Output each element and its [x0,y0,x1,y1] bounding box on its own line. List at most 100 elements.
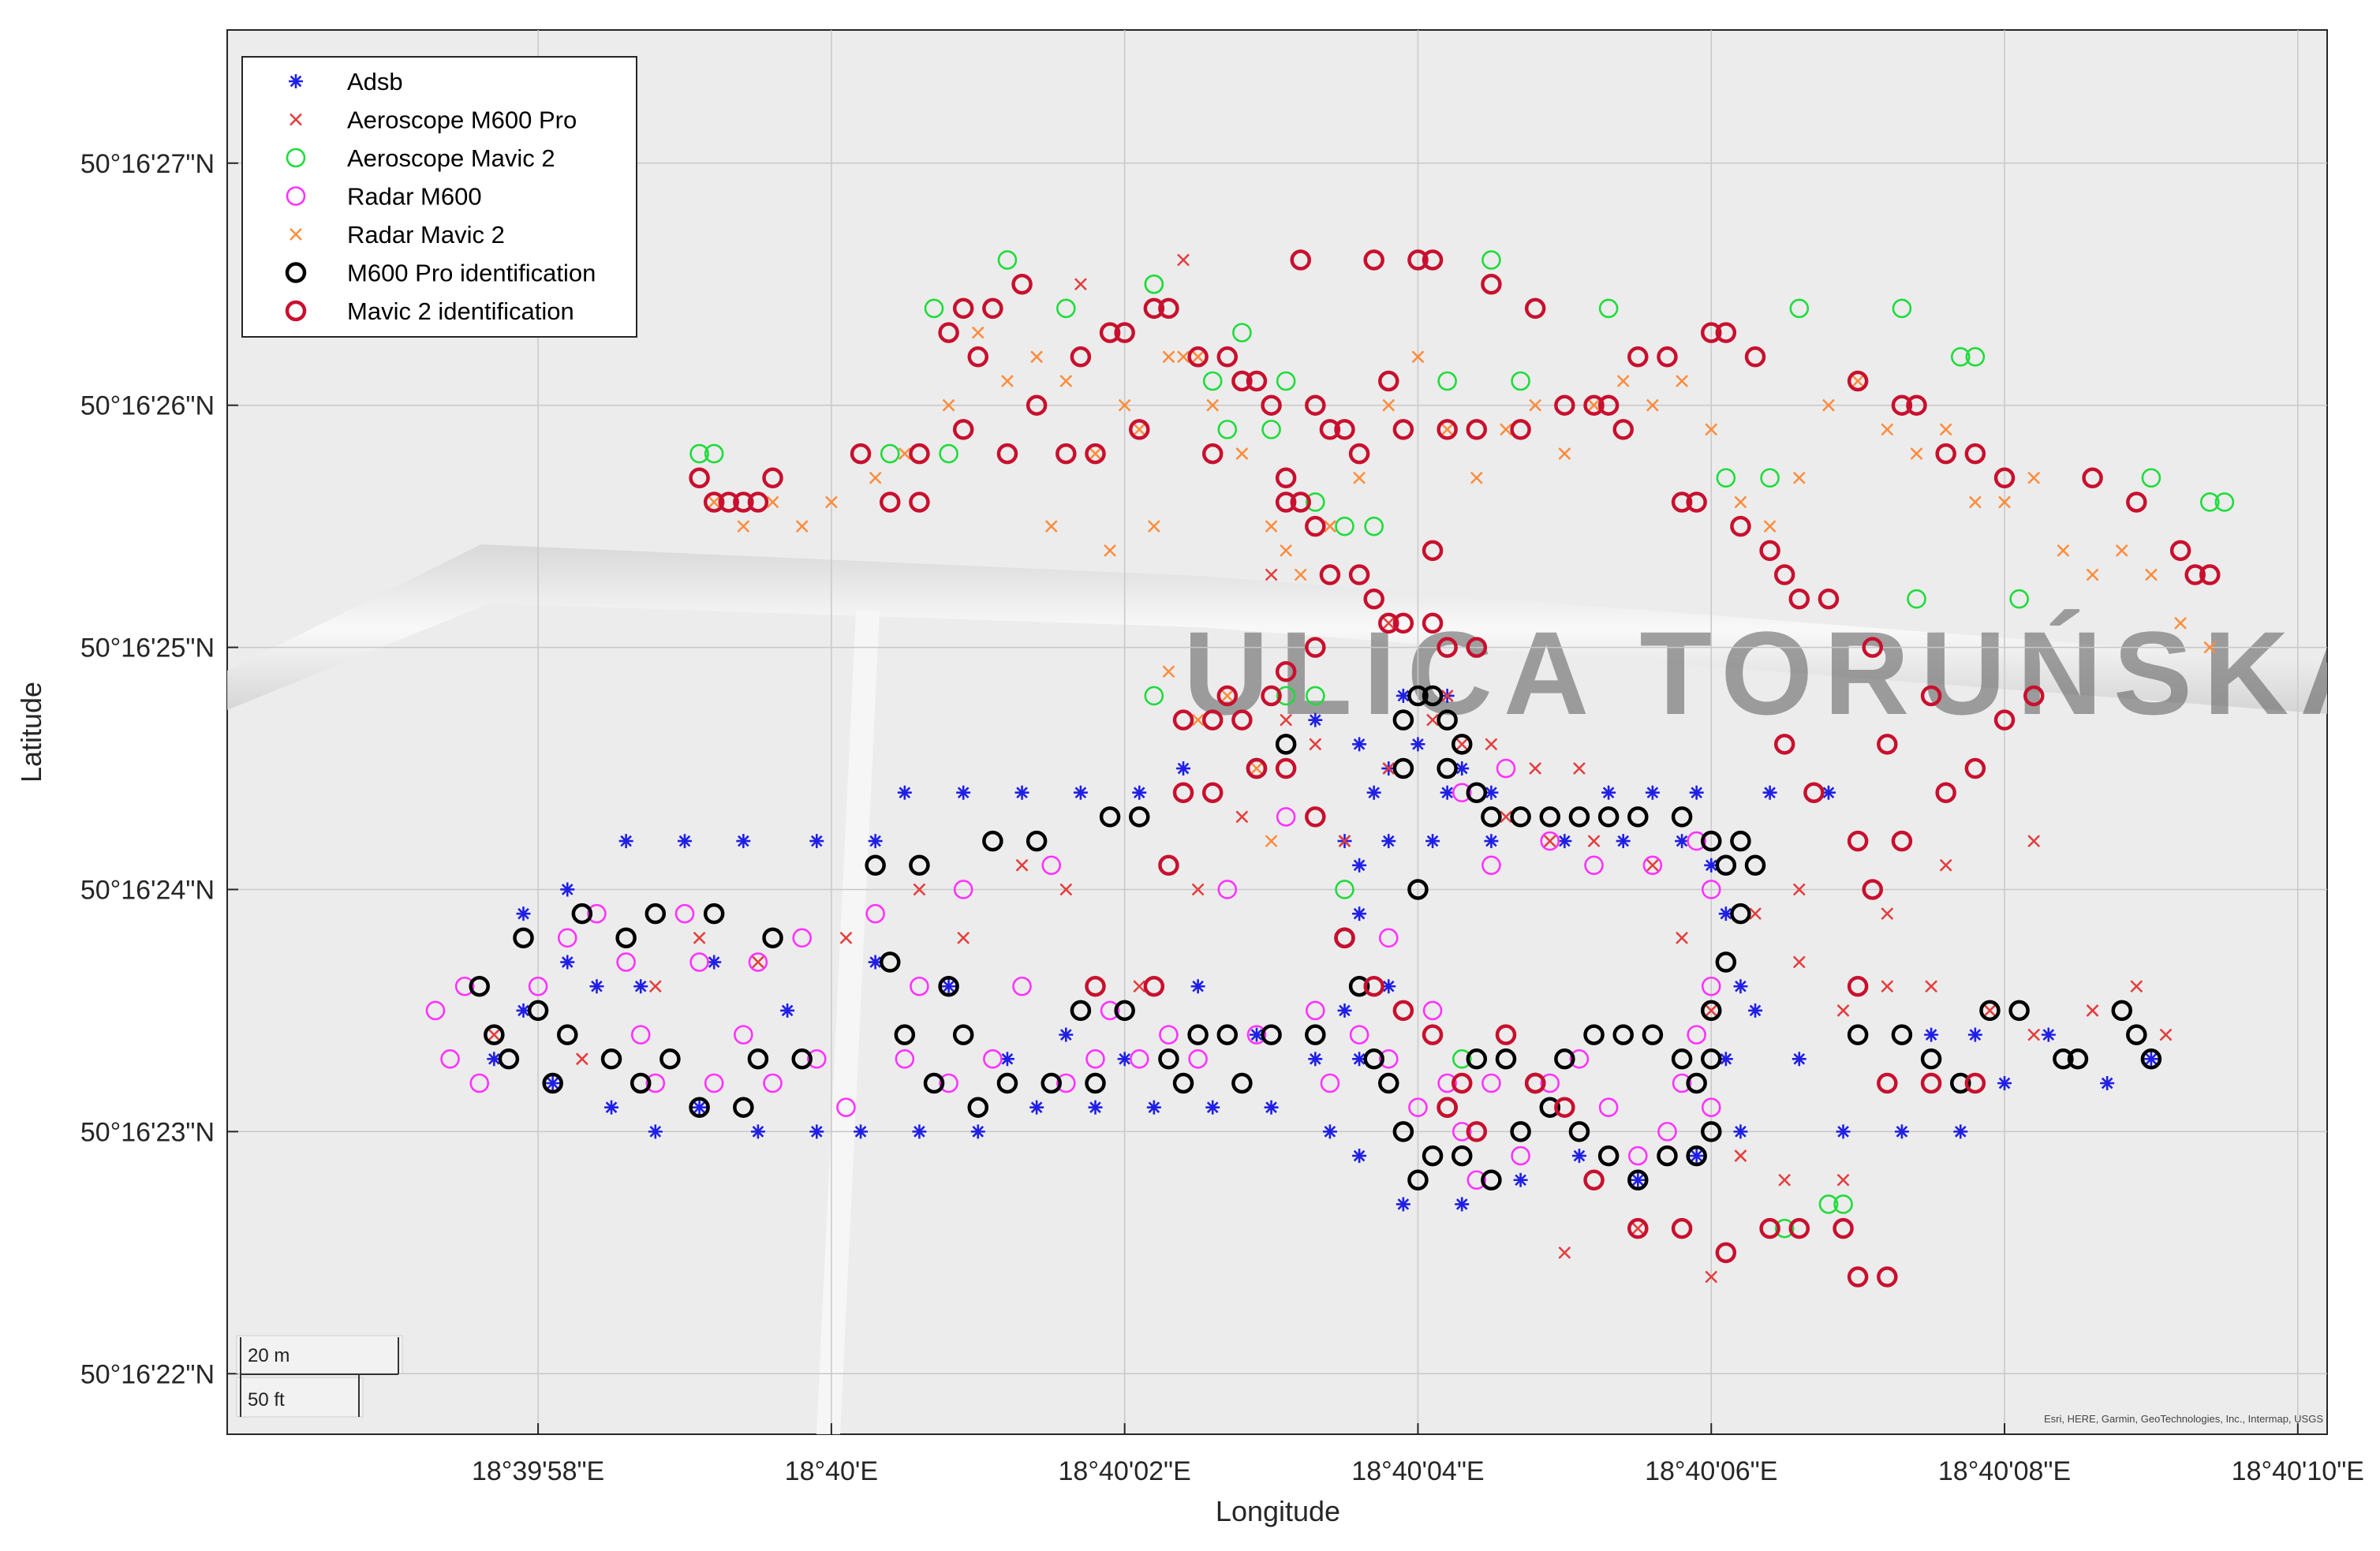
data-point [1759,1217,1780,1239]
data-point [1540,831,1560,851]
data-point [1177,350,1190,364]
data-point [1070,346,1092,368]
data-point [1074,278,1087,291]
data-point [528,976,548,996]
data-point [1275,734,1297,755]
data-point [766,495,779,509]
data-point [2184,564,2206,585]
data-point [957,931,970,944]
x-axis-label: Longitude [1216,1495,1340,1527]
data-point [1744,854,1766,876]
data-point [1382,617,1395,630]
data-point [1201,709,1224,731]
data-point [1249,1027,1264,1042]
data-point [1231,370,1253,392]
data-point [1642,1024,1664,1045]
data-point [1378,928,1399,948]
data-point [1847,1024,1869,1045]
data-point [1540,1073,1560,1093]
data-point [1133,423,1146,436]
data-point [1437,757,1458,779]
legend-box [241,56,637,338]
data-point [1466,1048,1488,1070]
data-point [1452,1122,1472,1142]
data-point [1642,855,1663,876]
data-point [1280,544,1293,557]
data-point [1700,1048,1722,1070]
data-point [571,903,593,925]
data-point [792,928,813,948]
data-point [1265,568,1278,581]
data-point [1437,1073,1457,1093]
x-tick-label: 18°40'08"E [1938,1456,2071,1486]
data-point [1133,980,1146,993]
data-point [2199,492,2220,512]
data-point [1657,1122,1677,1142]
data-point [1466,1170,1487,1190]
data-point [924,298,944,319]
data-point [952,419,974,440]
data-point [1334,927,1355,949]
data-point [1495,1024,1517,1045]
data-point [2027,1028,2041,1041]
data-point [2086,568,2099,581]
x-tick-label: 18°40'06"E [1645,1456,1777,1486]
data-point [1558,1246,1571,1259]
data-point [1627,1145,1648,1166]
data-point [630,1072,652,1094]
data-point [967,346,989,368]
data-point [1392,757,1414,779]
data-point [1308,712,1323,727]
data-point [1964,1072,1986,1094]
data-point [2086,1004,2099,1017]
data-point [2130,980,2143,993]
data-point [967,1097,989,1118]
data-point [1158,297,1179,320]
data-point [1177,253,1190,267]
data-point [824,495,838,509]
data-point [1276,371,1296,391]
data-point [1392,709,1414,731]
data-point [1935,782,1956,803]
data-point [839,931,853,944]
data-point [604,1100,619,1115]
data-point [689,467,710,489]
data-point [2203,641,2217,654]
data-point [527,1000,549,1022]
data-point [2111,1000,2132,1022]
data-point [1906,394,1927,416]
data-point [1322,1124,1337,1139]
data-point [1162,350,1175,364]
data-point [1481,250,1501,270]
data-point [1847,830,1869,852]
data-point [734,1025,753,1045]
data-point [1422,540,1444,562]
data-point [1601,785,1616,800]
data-point [1099,322,1121,343]
data-point [1426,713,1439,727]
data-point [1554,394,1575,416]
data-point [1510,806,1531,828]
data-point [1616,375,1630,387]
data-point [2008,1000,2030,1022]
data-point [1862,637,1883,658]
legend: Adsb Aeroscope M600 Pro Aeroscope Mavic 2 R… [241,56,637,338]
data-point [1132,785,1147,800]
legend-entry-radar-m600: Radar M600 [286,183,482,211]
legend-entry-aeroscope-mavic-2: Aeroscope Mavic 2 [286,144,555,172]
data-point [1085,1072,1106,1094]
data-point [1529,398,1542,412]
data-point [1598,298,1619,319]
data-point [1759,540,1780,562]
data-point [747,491,769,513]
data-point [1306,492,1325,512]
data-point [1964,443,1986,465]
data-point [1187,346,1209,368]
data-point [1762,785,1777,800]
data-point [1466,637,1488,658]
data-point [1407,685,1429,707]
data-point [1481,273,1502,295]
data-point [1410,737,1425,752]
legend-marker [289,74,303,88]
